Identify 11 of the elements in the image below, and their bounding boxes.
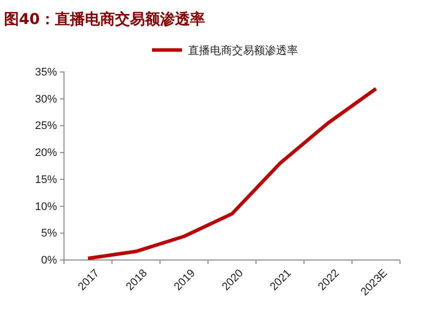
legend-label: 直播电商交易额渗透率 [188, 44, 298, 57]
y-tick-label: 25% [34, 120, 58, 132]
y-tick-label: 10% [34, 200, 58, 213]
y-tick-label: 20% [34, 147, 58, 160]
y-tick-label: 0% [41, 254, 58, 267]
line-series [86, 86, 378, 260]
chart-title: 图40：直播电商交易额渗透率 [4, 10, 205, 28]
y-tick-label: 35% [34, 66, 58, 79]
y-tick-label: 5% [41, 228, 58, 240]
y-tick-label: 30% [34, 93, 58, 106]
y-tick-label: 15% [34, 174, 58, 186]
